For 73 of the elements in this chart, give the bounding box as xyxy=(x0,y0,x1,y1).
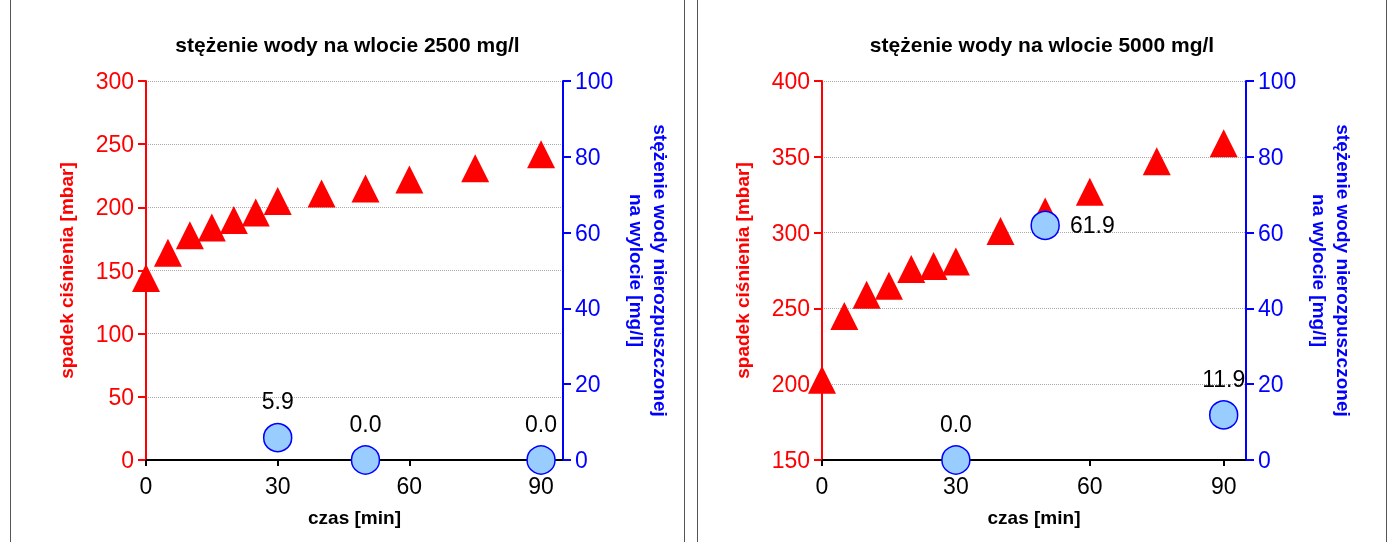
y2-tick-label: 80 xyxy=(1258,143,1284,170)
y2-tick-label: 80 xyxy=(575,143,601,170)
point xyxy=(307,179,336,208)
point xyxy=(1030,210,1060,241)
y-tick-label: 400 xyxy=(771,68,810,94)
y-tick-label: 250 xyxy=(771,295,810,322)
x-tick-label: 90 xyxy=(1210,472,1237,499)
data-label: 0.0 xyxy=(349,410,382,437)
point xyxy=(175,221,204,250)
point xyxy=(830,301,859,330)
point xyxy=(263,187,292,216)
y-tick-label: 250 xyxy=(95,131,134,158)
point xyxy=(461,154,490,183)
y-axis-title: spadek ciśnienia [mbar] xyxy=(55,162,77,379)
y2-tick-label: 40 xyxy=(1258,295,1284,322)
point xyxy=(527,140,556,169)
data-label: 11.9 xyxy=(1202,365,1246,392)
y-tick-label: 300 xyxy=(771,219,810,246)
point xyxy=(197,213,226,242)
x-tick-label: 0 xyxy=(815,472,829,499)
y2-axis-title: stężenie wody nierozpuszczonej na wylocie [mg/l] xyxy=(625,124,671,417)
point xyxy=(395,165,424,194)
point xyxy=(1075,177,1104,206)
point xyxy=(351,174,380,203)
point xyxy=(241,198,270,227)
point xyxy=(1208,400,1239,430)
x-tick-label: 60 xyxy=(396,472,423,499)
y2-tick-label: 60 xyxy=(575,219,601,246)
y-tick-label: 350 xyxy=(771,143,810,170)
y-tick-label: 50 xyxy=(108,383,134,410)
point xyxy=(219,205,248,234)
point xyxy=(1142,147,1171,176)
point xyxy=(919,251,948,280)
y-tick-label: 200 xyxy=(771,371,810,398)
y2-tick-label: 20 xyxy=(1258,371,1284,398)
y2-tick-label: 60 xyxy=(1258,219,1284,246)
y-tick-label: 0 xyxy=(121,447,134,473)
y2-tick-label: 40 xyxy=(575,295,601,322)
y-tick-label: 150 xyxy=(771,447,810,473)
x-axis-title: czas [min] xyxy=(308,507,401,528)
x-tick-label: 90 xyxy=(528,472,554,499)
y-tick-label: 200 xyxy=(95,194,134,221)
y2-tick-label: 100 xyxy=(1258,68,1297,94)
x-tick-label: 30 xyxy=(264,472,291,499)
y-tick-label: 100 xyxy=(95,320,134,347)
point xyxy=(874,271,903,300)
point xyxy=(1209,129,1238,158)
y2-tick-label: 0 xyxy=(575,447,588,473)
x-tick-label: 30 xyxy=(943,472,969,499)
x-tick-label: 0 xyxy=(139,472,153,499)
point xyxy=(852,280,881,309)
chart-title: stężenie wody na wlocie 5000 mg/l xyxy=(869,33,1215,56)
y2-tick-label: 0 xyxy=(1258,447,1271,473)
x-axis-title: czas [min] xyxy=(987,507,1081,528)
point xyxy=(941,247,970,276)
data-label: 0.0 xyxy=(525,410,558,437)
data-label: 5.9 xyxy=(261,388,294,415)
point xyxy=(986,217,1015,246)
y2-tick-label: 100 xyxy=(575,68,614,94)
point xyxy=(897,254,926,283)
point xyxy=(808,365,836,394)
y2-axis-title: stężenie wody nierozpuszczonej na wylocie [mg/l] xyxy=(1308,124,1354,417)
point xyxy=(132,264,160,293)
data-label: 61.9 xyxy=(1069,212,1115,239)
y2-tick-label: 20 xyxy=(575,371,601,398)
y-axis-title: spadek ciśnienia [mbar] xyxy=(731,162,753,379)
x-tick-label: 60 xyxy=(1076,472,1103,499)
point xyxy=(153,238,182,267)
point xyxy=(941,445,971,475)
data-label: 0.0 xyxy=(939,410,972,437)
y-tick-label: 300 xyxy=(95,68,134,94)
chart-title: stężenie wody na wlocie 2500 mg/l xyxy=(175,33,520,56)
y-tick-label: 150 xyxy=(95,257,134,284)
